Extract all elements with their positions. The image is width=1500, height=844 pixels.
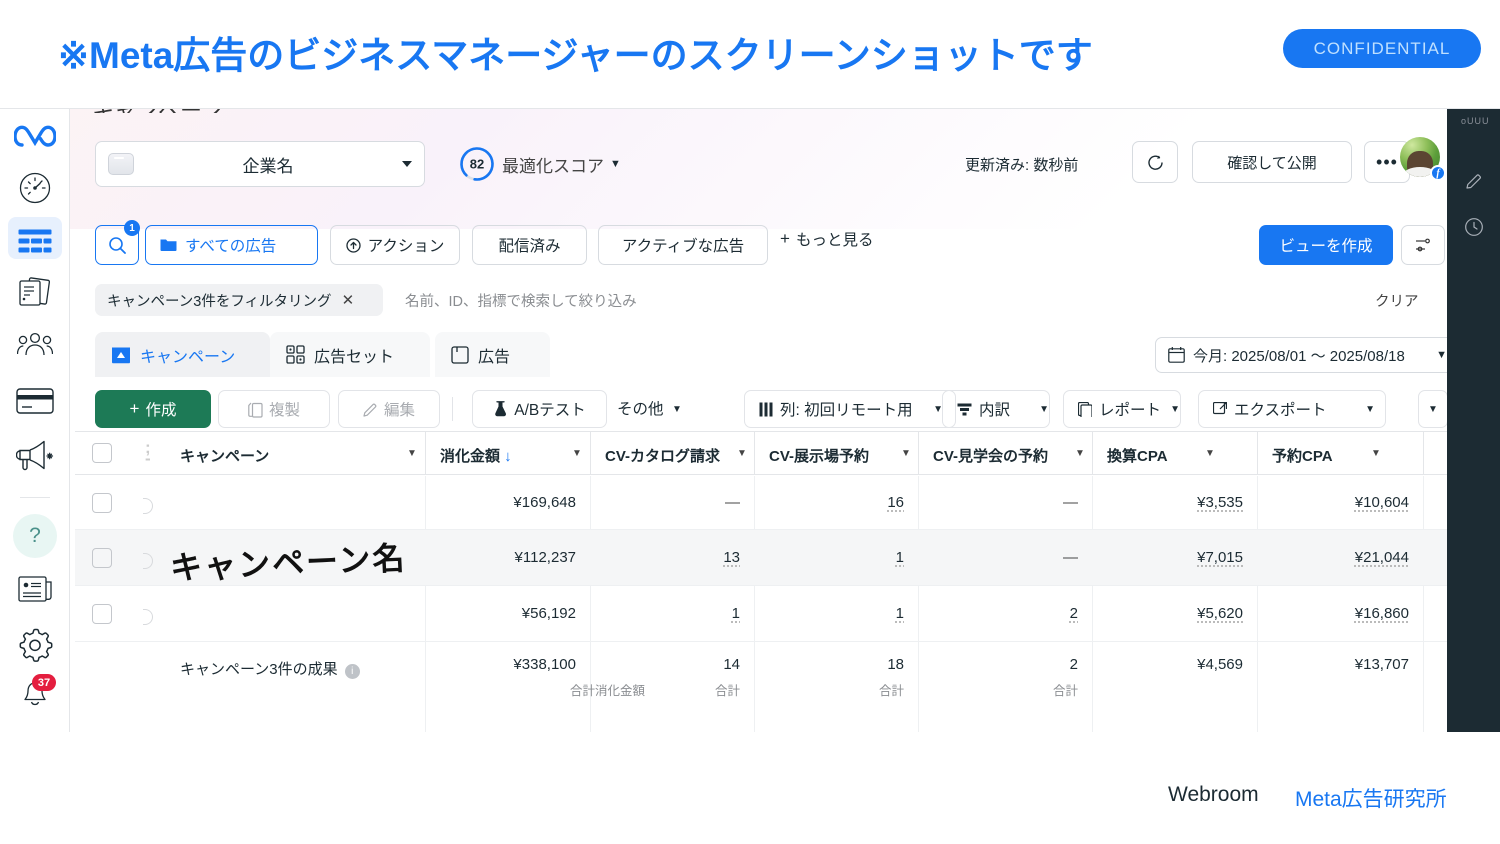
svg-text:82: 82: [470, 157, 484, 172]
